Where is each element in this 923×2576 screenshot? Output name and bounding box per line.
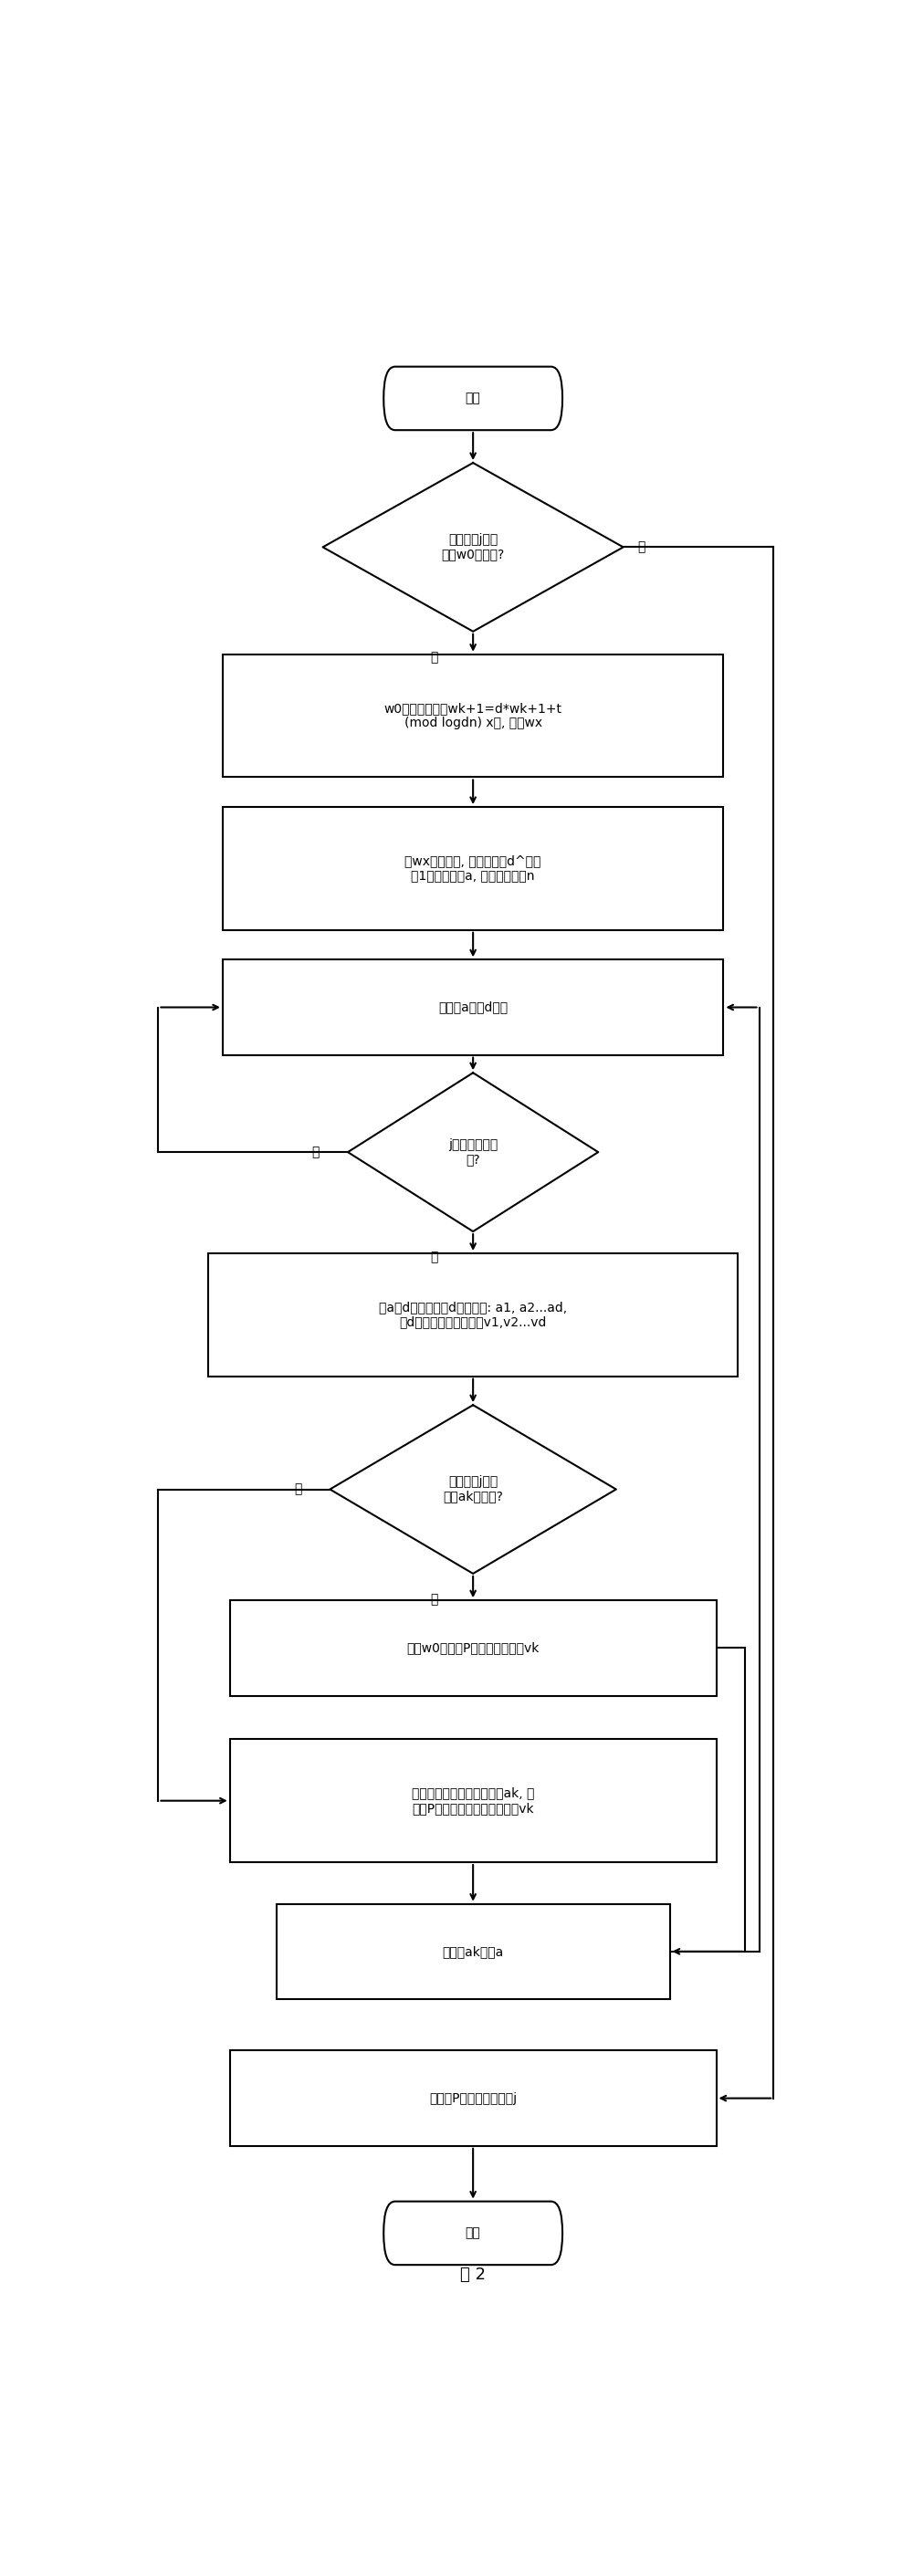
Text: 目的节点j为源
节点w0的邻居?: 目的节点j为源 节点w0的邻居? xyxy=(441,533,505,562)
Text: 图 2: 图 2 xyxy=(461,2267,485,2282)
Text: w0反复迭代公式wk+1=d*wk+1+t
(mod logdn) x次, 求出wx: w0反复迭代公式wk+1=d*wk+1+t (mod logdn) x次, 求出… xyxy=(384,701,562,729)
Polygon shape xyxy=(330,1404,617,1574)
Text: 记a被d等分后所得d个子串为: a1, a2...ad,
将d个邻居依小到大记为v1,v2...vd: 记a被d等分后所得d个子串为: a1, a2...ad, 将d个邻居依小到大记为… xyxy=(379,1301,567,1329)
Text: 节点w0将分组P转发给邻居节点vk: 节点w0将分组P转发给邻居节点vk xyxy=(407,1641,539,1654)
FancyBboxPatch shape xyxy=(222,961,724,1056)
Text: 将分组P转发至目的节点j: 将分组P转发至目的节点j xyxy=(429,2092,517,2105)
Text: 否: 否 xyxy=(430,652,438,665)
FancyBboxPatch shape xyxy=(230,1600,716,1695)
Text: 从多个子串中任选一个子串ak, 将
分组P转发给下标相对应的邻居vk: 从多个子串中任选一个子串ak, 将 分组P转发给下标相对应的邻居vk xyxy=(412,1788,534,1814)
FancyBboxPatch shape xyxy=(230,2050,716,2146)
FancyBboxPatch shape xyxy=(209,1255,737,1376)
Text: 否: 否 xyxy=(294,1484,302,1497)
Text: 对序列a进行d等分: 对序列a进行d等分 xyxy=(438,1002,508,1015)
Text: 开始: 开始 xyxy=(465,392,481,404)
FancyBboxPatch shape xyxy=(222,806,724,930)
Text: 是: 是 xyxy=(312,1146,319,1159)
Text: 目的节点j仅仅
处于ak子串中?: 目的节点j仅仅 处于ak子串中? xyxy=(443,1476,503,1504)
FancyBboxPatch shape xyxy=(222,654,724,778)
Polygon shape xyxy=(348,1072,598,1231)
Text: 否: 否 xyxy=(430,1252,438,1265)
Text: 令子串ak等于a: 令子串ak等于a xyxy=(442,1945,504,1958)
FancyBboxPatch shape xyxy=(384,366,562,430)
FancyBboxPatch shape xyxy=(276,1904,670,1999)
FancyBboxPatch shape xyxy=(384,2202,562,2264)
Text: 是: 是 xyxy=(637,541,645,554)
Text: 结束: 结束 xyxy=(465,2226,481,2239)
Text: 是: 是 xyxy=(430,1592,438,1605)
Polygon shape xyxy=(323,464,623,631)
FancyBboxPatch shape xyxy=(230,1739,716,1862)
Text: j是该节点的邻
居?: j是该节点的邻 居? xyxy=(449,1139,497,1167)
Text: 以wx为首元素, 写出长度为d^差值
为1的等差数列a, 对每个元素模n: 以wx为首元素, 写出长度为d^差值 为1的等差数列a, 对每个元素模n xyxy=(405,855,541,881)
